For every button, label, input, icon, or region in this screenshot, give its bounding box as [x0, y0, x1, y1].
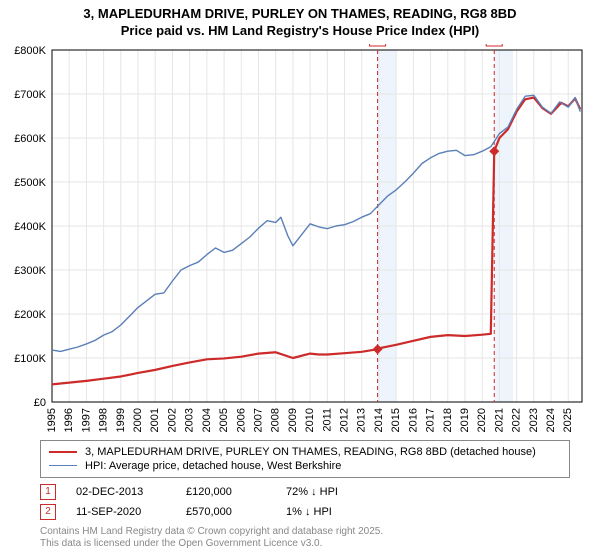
svg-text:1999: 1999: [115, 408, 127, 432]
svg-text:2020: 2020: [476, 408, 488, 432]
svg-text:2007: 2007: [252, 408, 264, 432]
footer-line-2: This data is licensed under the Open Gov…: [40, 538, 570, 551]
footer: Contains HM Land Registry data © Crown c…: [40, 526, 570, 551]
svg-text:£800K: £800K: [14, 45, 46, 57]
svg-text:2012: 2012: [339, 408, 351, 432]
svg-text:2005: 2005: [218, 408, 230, 432]
svg-text:£600K: £600K: [14, 133, 46, 145]
sale-row: 1 02-DEC-2013 £120,000 72% ↓ HPI: [40, 484, 570, 500]
svg-text:2008: 2008: [270, 408, 282, 432]
sale-price: £120,000: [186, 486, 266, 498]
legend-row-price_paid: 3, MAPLEDURHAM DRIVE, PURLEY ON THAMES, …: [49, 445, 561, 459]
svg-text:2002: 2002: [166, 408, 178, 432]
svg-text:2017: 2017: [425, 408, 437, 432]
svg-text:2023: 2023: [528, 408, 540, 432]
svg-text:£500K: £500K: [14, 177, 46, 189]
svg-text:2018: 2018: [442, 408, 454, 432]
svg-text:2016: 2016: [407, 408, 419, 432]
chart-area: £0 £100K £200K £300K £400K £500K £600K £700K £80…: [10, 44, 590, 434]
svg-text:1997: 1997: [80, 408, 92, 432]
svg-text:2021: 2021: [493, 408, 505, 432]
svg-text:2024: 2024: [545, 408, 557, 432]
svg-text:£400K: £400K: [14, 221, 46, 233]
svg-text:£0: £0: [34, 397, 46, 409]
svg-text:£200K: £200K: [14, 309, 46, 321]
svg-text:2025: 2025: [562, 408, 574, 432]
legend-swatch: [49, 465, 77, 466]
svg-text:2010: 2010: [304, 408, 316, 432]
sales-table: 1 02-DEC-2013 £120,000 72% ↓ HPI 2 11-SEP-202…: [40, 484, 570, 520]
svg-text:£100K: £100K: [14, 353, 46, 365]
legend-label: 3, MAPLEDURHAM DRIVE, PURLEY ON THAMES, …: [85, 446, 536, 458]
svg-text:2022: 2022: [511, 408, 523, 432]
footer-line-1: Contains HM Land Registry data © Crown c…: [40, 526, 570, 539]
title-line-1: 3, MAPLEDURHAM DRIVE, PURLEY ON THAMES, …: [0, 6, 600, 23]
svg-text:1: 1: [375, 44, 381, 45]
svg-text:2011: 2011: [321, 408, 333, 432]
svg-text:2009: 2009: [287, 408, 299, 432]
svg-text:2001: 2001: [149, 408, 161, 432]
legend-row-hpi: HPI: Average price, detached house, West…: [49, 459, 561, 473]
svg-text:£700K: £700K: [14, 89, 46, 101]
sale-number-box: 1: [40, 484, 56, 500]
svg-text:1998: 1998: [98, 408, 110, 432]
chart-container: 3, MAPLEDURHAM DRIVE, PURLEY ON THAMES, …: [0, 0, 600, 560]
sale-pct: 1% ↓ HPI: [286, 506, 366, 518]
legend: 3, MAPLEDURHAM DRIVE, PURLEY ON THAMES, …: [40, 440, 570, 478]
svg-text:2015: 2015: [390, 408, 402, 432]
svg-text:1996: 1996: [63, 408, 75, 432]
title-block: 3, MAPLEDURHAM DRIVE, PURLEY ON THAMES, …: [0, 0, 600, 40]
legend-label: HPI: Average price, detached house, West…: [85, 460, 341, 472]
svg-text:2004: 2004: [201, 408, 213, 432]
svg-text:2: 2: [491, 44, 497, 45]
sale-number-box: 2: [40, 504, 56, 520]
svg-text:2014: 2014: [373, 408, 385, 432]
svg-text:2000: 2000: [132, 408, 144, 432]
chart-svg: £0 £100K £200K £300K £400K £500K £600K £700K £80…: [10, 44, 590, 434]
legend-swatch: [49, 451, 77, 453]
svg-text:2013: 2013: [356, 408, 368, 432]
svg-text:£300K: £300K: [14, 265, 46, 277]
title-line-2: Price paid vs. HM Land Registry's House …: [0, 23, 600, 40]
sale-date: 02-DEC-2013: [76, 486, 166, 498]
sale-date: 11-SEP-2020: [76, 506, 166, 518]
svg-text:2006: 2006: [235, 408, 247, 432]
sale-row: 2 11-SEP-2020 £570,000 1% ↓ HPI: [40, 504, 570, 520]
svg-text:1995: 1995: [46, 408, 58, 432]
sale-price: £570,000: [186, 506, 266, 518]
svg-text:2003: 2003: [184, 408, 196, 432]
sale-pct: 72% ↓ HPI: [286, 486, 366, 498]
svg-text:2019: 2019: [459, 408, 471, 432]
